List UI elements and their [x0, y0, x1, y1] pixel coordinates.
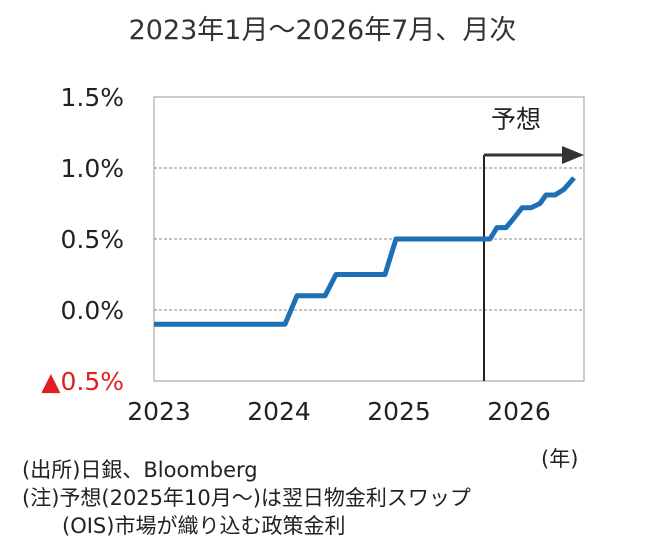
- y-tick-label: ▲0.5%: [41, 367, 124, 396]
- line-chart: 1.5% 1.0% 0.5% 0.0% ▲0.5% 2023 2024 2025 2026 予…: [41, 83, 585, 426]
- x-tick-label: 2026: [487, 397, 551, 426]
- source-note: (出所)日銀、Bloomberg: [22, 458, 258, 482]
- x-unit-label: (年): [541, 447, 579, 471]
- chart-title: 2023年1月～2026年7月、月次: [128, 15, 517, 46]
- series-line-policy-rate: [154, 176, 576, 327]
- forecast-arrowhead: [562, 146, 584, 164]
- forecast-note-line1: (注)予想(2025年10月～)は翌日物金利スワップ: [22, 486, 471, 510]
- x-tick-label: 2024: [247, 397, 311, 426]
- y-tick-label: 1.5%: [60, 83, 124, 112]
- y-tick-label: 1.0%: [60, 154, 124, 183]
- forecast-label: 予想: [491, 105, 541, 134]
- x-tick-label: 2025: [367, 397, 431, 426]
- y-tick-label: 0.0%: [60, 296, 124, 325]
- y-tick-label: 0.5%: [60, 225, 124, 254]
- x-tick-label: 2023: [127, 397, 191, 426]
- forecast-note-line2: (OIS)市場が織り込む政策金利: [62, 514, 346, 538]
